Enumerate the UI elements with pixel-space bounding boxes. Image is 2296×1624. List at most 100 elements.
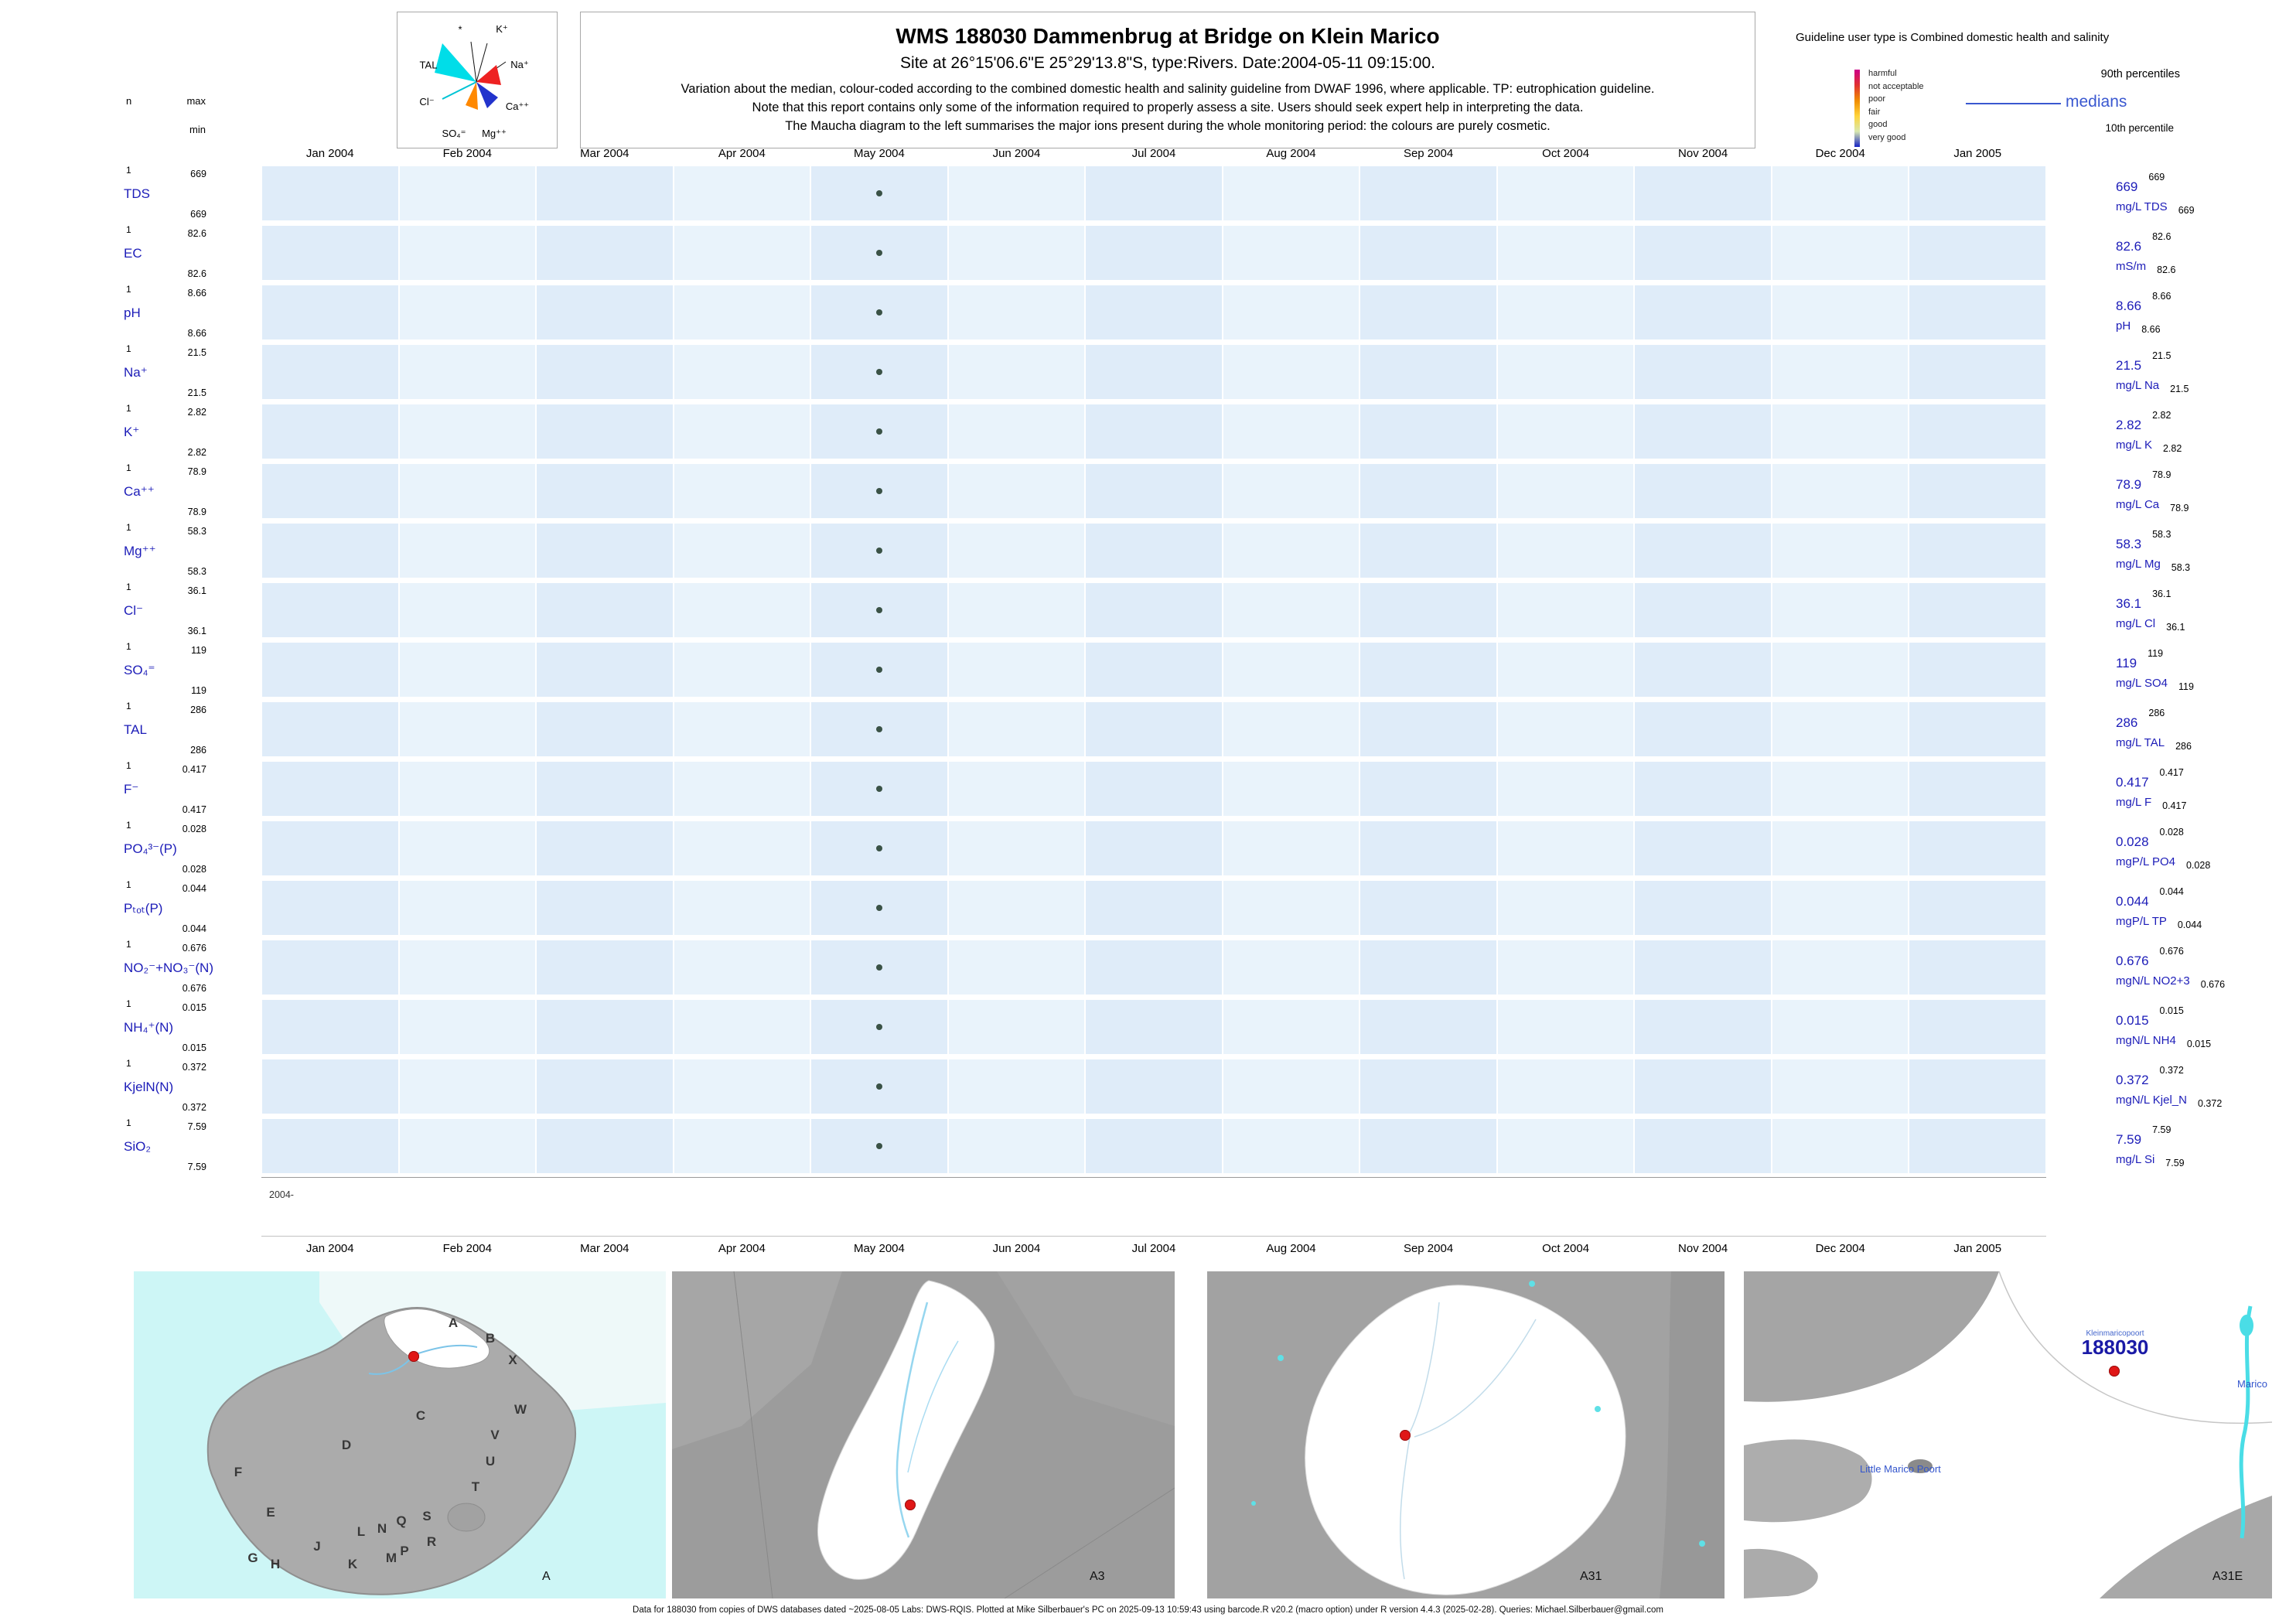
month-band <box>948 464 1085 518</box>
row-statistics: 82.6 82.6 mS/m 82.6 <box>2093 223 2296 283</box>
bottom-axis-rule <box>261 1236 2046 1237</box>
month-band <box>1223 940 1360 995</box>
sample-data-point <box>875 309 882 316</box>
parameter-row: 1 669 TDS 669 669 669 mg/L TDS 669 <box>0 164 2296 223</box>
month-band <box>1223 226 1360 280</box>
p10-legend-label: 10th percentile <box>2105 122 2174 134</box>
guideline-color-scale <box>1854 70 1860 147</box>
row-statistics: 0.028 0.028 mgP/L PO4 0.028 <box>2093 819 2296 879</box>
month-band <box>1772 166 1909 220</box>
guideline-class-label: harmful <box>1868 69 1897 78</box>
month-band <box>537 166 673 220</box>
month-band <box>1772 464 1909 518</box>
timeseries-strip <box>261 881 2046 935</box>
month-band <box>1772 762 1909 816</box>
median-value: 2.82 <box>2116 418 2142 432</box>
sample-data-point <box>875 1024 882 1030</box>
p90-value: 0.044 <box>2159 886 2184 897</box>
sample-data-point <box>875 369 882 375</box>
month-band <box>674 702 810 756</box>
month-band <box>1497 643 1634 697</box>
timeseries-strip <box>261 1000 2046 1054</box>
unit-label: mg/L Cl <box>2116 617 2156 630</box>
month-band <box>1360 881 1496 935</box>
unit-label: mgN/L NH4 <box>2116 1034 2176 1047</box>
month-band <box>1909 464 2045 518</box>
month-tick-label: May 2004 <box>853 147 905 160</box>
guideline-class-label: poor <box>1868 94 1886 104</box>
month-band <box>1360 762 1496 816</box>
month-band <box>1223 1059 1360 1114</box>
month-band <box>262 821 398 875</box>
month-band <box>1635 166 1771 220</box>
month-band <box>1772 583 1909 637</box>
sample-count: 1 <box>126 403 131 414</box>
parameter-name: Ca⁺⁺ <box>124 483 155 499</box>
drainage-region-letter: N <box>377 1521 387 1536</box>
month-band <box>537 524 673 578</box>
month-tick-label: Oct 2004 <box>1542 1242 1590 1255</box>
parameter-name: Pₜₒₜ(P) <box>124 900 163 916</box>
site-subtitle: Site at 26°15'06.6"E 25°29'13.8"S, type:… <box>900 54 1435 72</box>
month-band <box>1635 524 1771 578</box>
month-band <box>537 702 673 756</box>
unit-label: mg/L SO4 <box>2116 677 2168 690</box>
month-band <box>1497 1119 1634 1173</box>
median-value: 286 <box>2116 715 2138 730</box>
month-band <box>811 345 947 399</box>
parameter-row: 1 0.015 NH₄⁺(N) 0.015 0.015 0.015 mgN/L … <box>0 998 2296 1057</box>
min-value: 8.66 <box>187 328 206 339</box>
month-band <box>537 821 673 875</box>
timeseries-strip <box>261 285 2046 339</box>
row-statistics: 286 286 mg/L TAL 286 <box>2093 700 2296 759</box>
station-location-marker <box>905 1499 916 1510</box>
unit-label: mg/L Na <box>2116 379 2160 392</box>
sample-count: 1 <box>126 224 131 235</box>
month-band <box>948 404 1085 459</box>
month-band <box>1360 583 1496 637</box>
month-band <box>1086 166 1222 220</box>
month-band <box>1909 762 2045 816</box>
unit-label: mgP/L PO4 <box>2116 855 2175 868</box>
sample-count: 1 <box>126 879 131 890</box>
month-band <box>1909 166 2045 220</box>
sample-data-point <box>875 428 882 435</box>
min-value: 7.59 <box>187 1162 206 1172</box>
min-value: 119 <box>191 685 206 696</box>
row-statistics: 0.044 0.044 mgP/L TP 0.044 <box>2093 879 2296 938</box>
median-value: 0.015 <box>2116 1013 2149 1028</box>
month-band <box>948 1000 1085 1054</box>
month-band <box>1635 404 1771 459</box>
year-axis-label: 2004- <box>269 1189 294 1200</box>
p10-value: 0.028 <box>2185 860 2211 871</box>
p90-value: 0.015 <box>2159 1005 2184 1016</box>
month-band <box>1223 345 1360 399</box>
month-band <box>262 285 398 339</box>
max-value: 669 <box>190 169 206 179</box>
timeseries-strip <box>261 821 2046 875</box>
month-band <box>1223 821 1360 875</box>
drainage-region-letter: L <box>357 1524 366 1539</box>
month-band <box>811 1000 947 1054</box>
month-band <box>1635 1000 1771 1054</box>
parameter-name: KjelN(N) <box>124 1079 174 1094</box>
row-statistics: 2.82 2.82 mg/L K 2.82 <box>2093 402 2296 462</box>
month-band <box>811 940 947 995</box>
month-band <box>674 285 810 339</box>
month-band <box>1086 1119 1222 1173</box>
month-band <box>811 524 947 578</box>
sample-count: 1 <box>126 284 131 295</box>
month-band <box>1086 940 1222 995</box>
month-band <box>1086 702 1222 756</box>
month-band <box>811 583 947 637</box>
station-location-marker <box>2109 1366 2120 1377</box>
month-band <box>1909 345 2045 399</box>
timeseries-strip <box>261 226 2046 280</box>
drainage-region-letter: D <box>341 1438 352 1452</box>
timeseries-strip <box>261 702 2046 756</box>
month-band <box>1223 583 1360 637</box>
guideline-class-label: very good <box>1868 132 1906 142</box>
month-band <box>1497 762 1634 816</box>
month-band <box>1497 583 1634 637</box>
month-band <box>262 762 398 816</box>
